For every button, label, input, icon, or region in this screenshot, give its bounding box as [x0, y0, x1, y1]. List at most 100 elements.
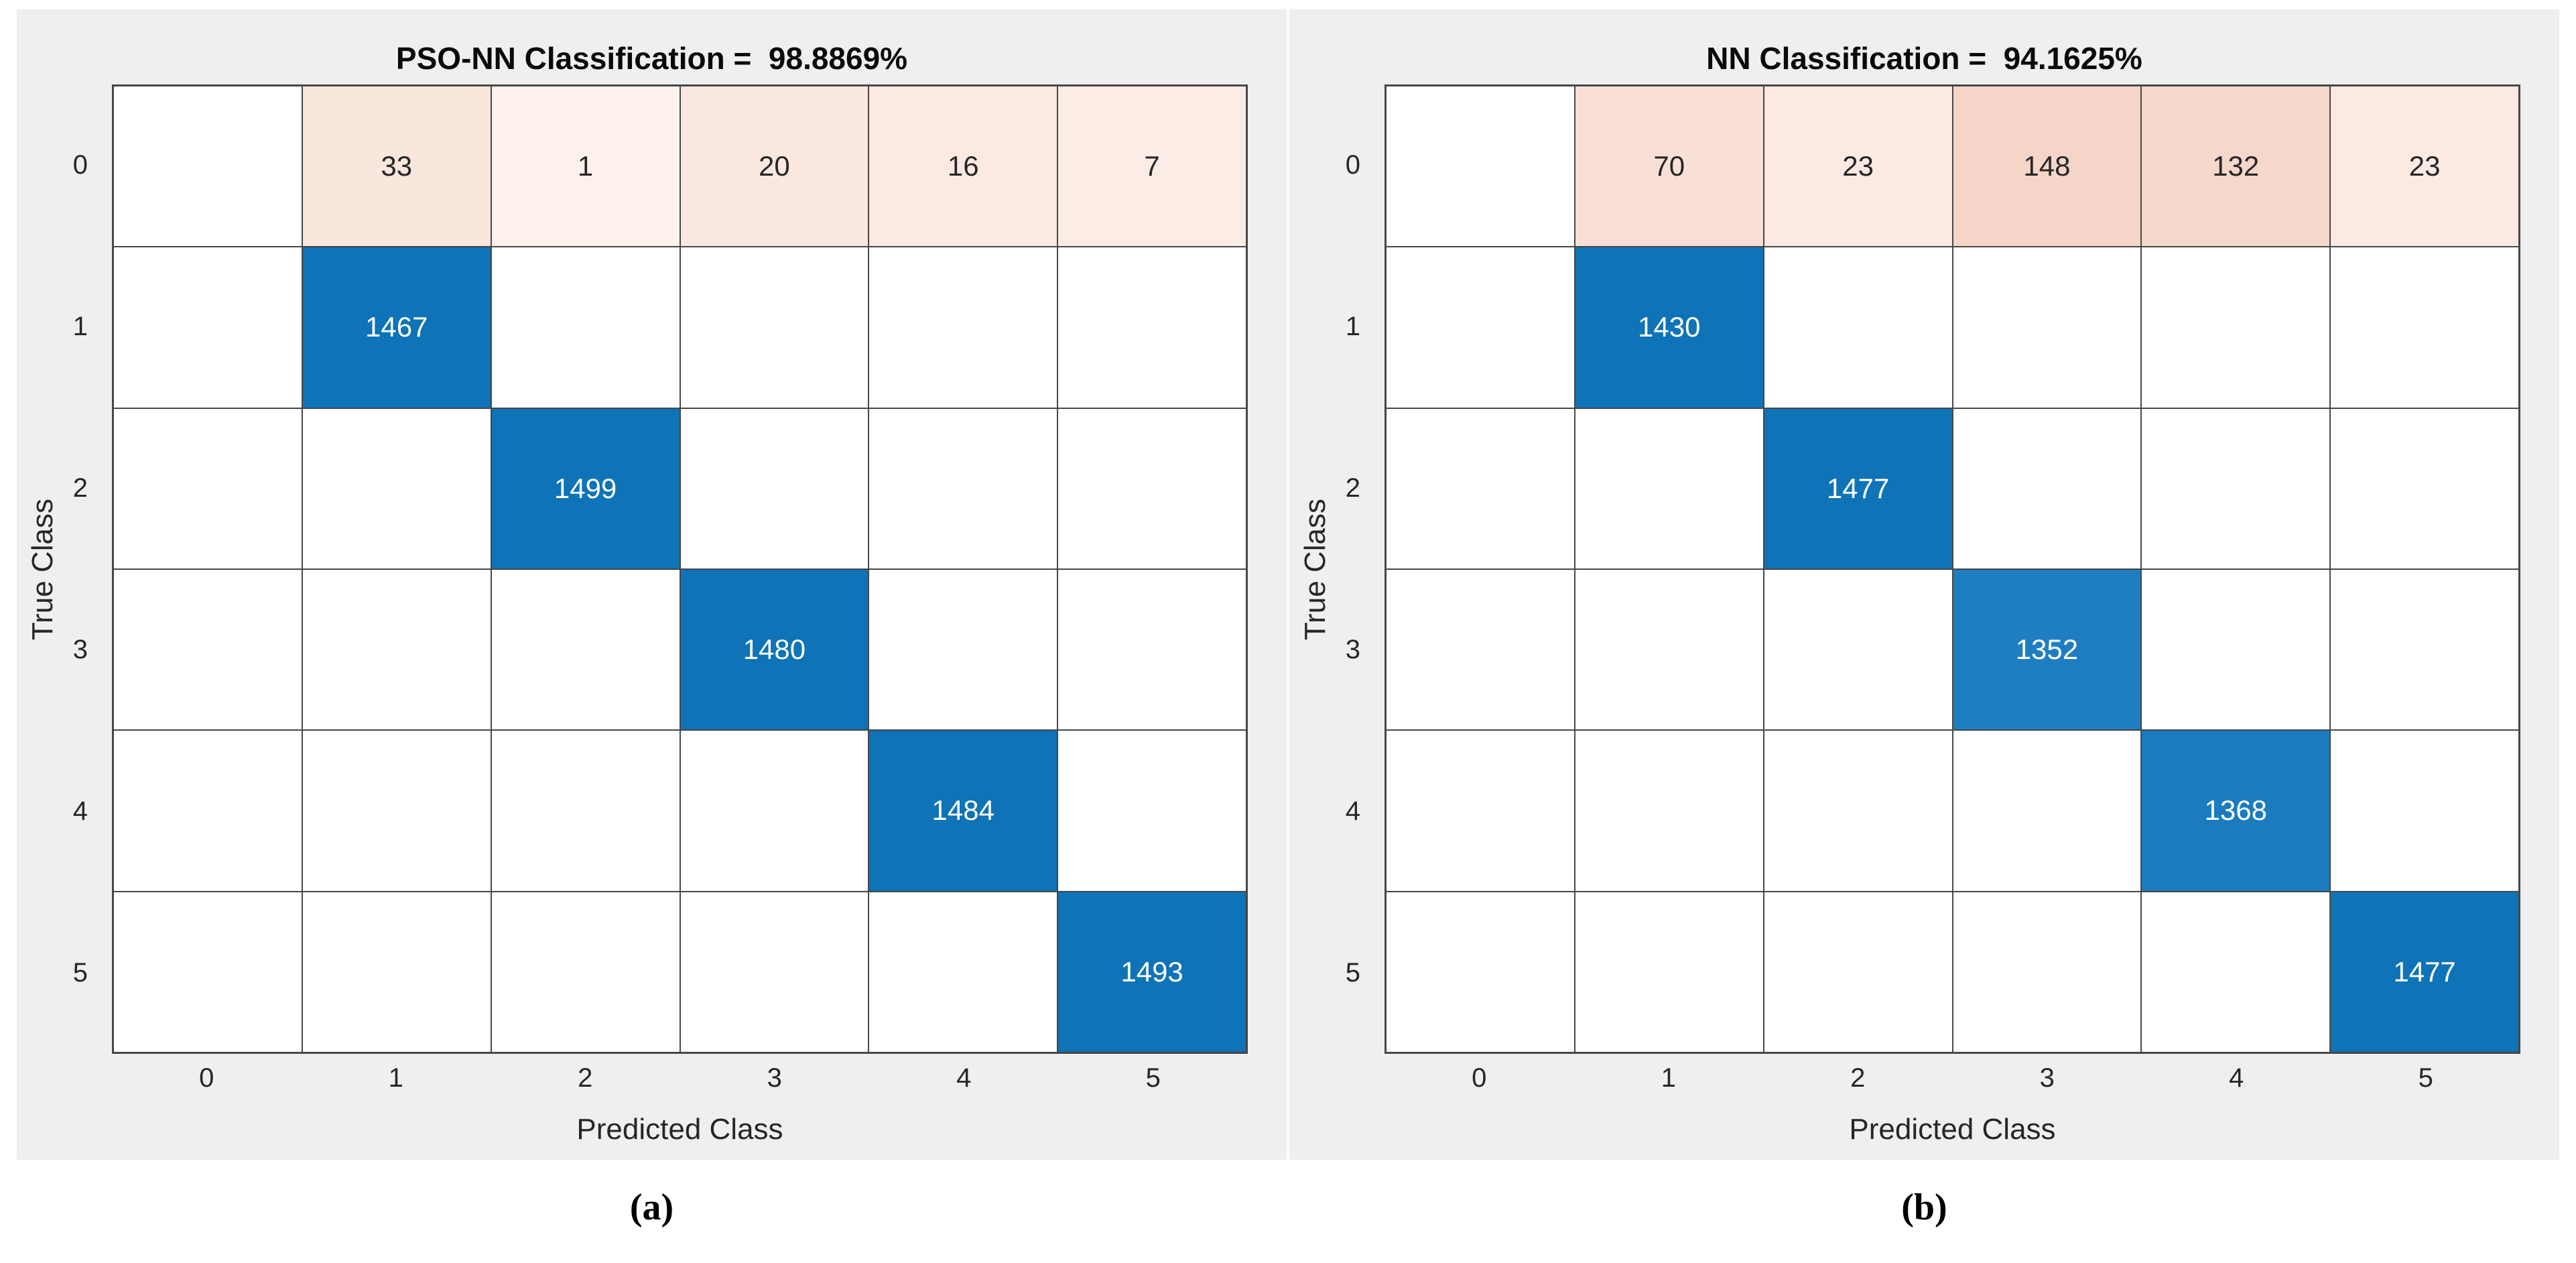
- matrix-cell: 1368: [2142, 731, 2330, 891]
- x-tick-label: 2: [1850, 1063, 1866, 1093]
- matrix-cell: 1499: [491, 408, 680, 568]
- x-axis-ticks: 0 1 2 3 4 5: [112, 1054, 1248, 1102]
- matrix-cell: [491, 247, 680, 408]
- matrix-cell: [114, 86, 302, 247]
- matrix-cell: [1058, 731, 1246, 891]
- y-tick-label: 2: [1345, 473, 1360, 503]
- matrix-cell: [114, 247, 302, 408]
- y-tick-label: 5: [72, 958, 88, 987]
- matrix-cell: [869, 408, 1057, 568]
- x-tick-label: 5: [2418, 1063, 2433, 1093]
- matrix-cell: [1387, 247, 1574, 408]
- matrix-cell: 1: [491, 86, 680, 247]
- matrix-cell: [2142, 247, 2330, 408]
- matrix-cell: 148: [1953, 86, 2141, 247]
- y-tick-label: 4: [1345, 796, 1360, 826]
- y-tick-label: 1: [72, 312, 88, 341]
- x-axis-label: Predicted Class: [576, 1113, 783, 1146]
- y-tick-label: 5: [1345, 958, 1360, 987]
- matrix-cell: 23: [1764, 86, 1952, 247]
- subfigure-caption-a: (a): [629, 1187, 674, 1228]
- y-tick-label: 0: [1345, 150, 1360, 180]
- matrix-cell: 1352: [1953, 569, 2141, 730]
- chart-title: PSO-NN Classification = 98.8869%: [395, 41, 908, 76]
- matrix-cell: 1484: [869, 731, 1057, 891]
- matrix-cell: 23: [2331, 86, 2518, 247]
- matrix-cell: 1467: [302, 247, 491, 408]
- matrix-cell: 1430: [1575, 247, 1763, 408]
- matrix-cell: [1953, 408, 2141, 568]
- matrix-cell: [869, 247, 1057, 408]
- matrix-cell: [680, 892, 868, 1052]
- chart-title: NN Classification = 94.1625%: [1706, 41, 2142, 76]
- matrix-cell: [491, 569, 680, 730]
- matrix-cell: 132: [2142, 86, 2330, 247]
- subfigure-caption-b: (b): [1901, 1187, 1947, 1228]
- matrix-cell: 1477: [2331, 892, 2518, 1052]
- x-tick-label: 1: [388, 1063, 403, 1093]
- matrix-cell: [491, 892, 680, 1052]
- matrix-cell: [1575, 892, 1763, 1052]
- x-tick-label: 3: [767, 1063, 782, 1093]
- matrix-cell: [1058, 569, 1246, 730]
- matrix-cell: [1387, 731, 1574, 891]
- matrix-cell: 1477: [1764, 408, 1952, 568]
- matrix-cell: [1953, 731, 2141, 891]
- matrix-cell: [1764, 892, 1952, 1052]
- x-tick-label: 0: [1472, 1063, 1487, 1093]
- matrix-cell: [114, 408, 302, 568]
- matrix-cell: 16: [869, 86, 1057, 247]
- x-tick-label: 4: [2229, 1063, 2244, 1093]
- matrix-cell: [2331, 408, 2518, 568]
- matrix-cell: [114, 731, 302, 891]
- matrix-cell: [114, 569, 302, 730]
- matrix-cell: [1575, 569, 1763, 730]
- x-axis-ticks: 0 1 2 3 4 5: [1384, 1054, 2520, 1102]
- matrix-cell: 1493: [1058, 892, 1246, 1052]
- matrix-cell: [1387, 569, 1574, 730]
- matrix-cell: [2331, 731, 2518, 891]
- matrix-cell: [1387, 892, 1574, 1052]
- y-tick-label: 4: [72, 796, 88, 826]
- matrix-cell: [114, 892, 302, 1052]
- matrix-cell: [302, 731, 491, 891]
- matrix-cell: [1764, 569, 1952, 730]
- y-tick-label: 1: [1345, 312, 1360, 341]
- matrix-cell: [2142, 569, 2330, 730]
- matrix-cell: 1480: [680, 569, 868, 730]
- matrix-grid: 70 23 148 132 23 1430 1477 1352 1368 1477: [1384, 84, 2520, 1054]
- matrix-cell: [302, 892, 491, 1052]
- confusion-matrix-panel-b: NN Classification = 94.1625% True Class …: [1289, 9, 2559, 1160]
- matrix-cell: 7: [1058, 86, 1246, 247]
- matrix-cell: [2331, 569, 2518, 730]
- x-tick-label: 0: [199, 1063, 214, 1093]
- x-tick-label: 3: [2039, 1063, 2055, 1093]
- matrix-cell: [869, 892, 1057, 1052]
- x-tick-label: 4: [956, 1063, 972, 1093]
- matrix-cell: [1764, 731, 1952, 891]
- y-tick-label: 3: [72, 635, 88, 664]
- matrix-cell: [680, 408, 868, 568]
- matrix-cell: 20: [680, 86, 868, 247]
- matrix-cell: [2331, 247, 2518, 408]
- matrix-grid: 33 1 20 16 7 1467 1499 1480 1484 1493: [112, 84, 1248, 1054]
- x-tick-label: 5: [1145, 1063, 1161, 1093]
- matrix-cell: [1953, 892, 2141, 1052]
- matrix-cell: [1387, 408, 1574, 568]
- matrix-cell: [1953, 247, 2141, 408]
- x-tick-label: 1: [1661, 1063, 1676, 1093]
- matrix-cell: [680, 731, 868, 891]
- y-tick-label: 3: [1345, 635, 1360, 664]
- x-tick-label: 2: [578, 1063, 593, 1093]
- matrix-cell: [1575, 731, 1763, 891]
- matrix-cell: [491, 731, 680, 891]
- matrix-cell: 70: [1575, 86, 1763, 247]
- matrix-cell: [2142, 408, 2330, 568]
- confusion-matrix-panel-a: PSO-NN Classification = 98.8869% True Cl…: [17, 9, 1287, 1160]
- matrix-cell: [1575, 408, 1763, 568]
- y-axis-ticks: 0 1 2 3 4 5: [1289, 84, 1384, 1054]
- matrix-cell: [302, 569, 491, 730]
- matrix-cell: [302, 408, 491, 568]
- matrix-cell: [1387, 86, 1574, 247]
